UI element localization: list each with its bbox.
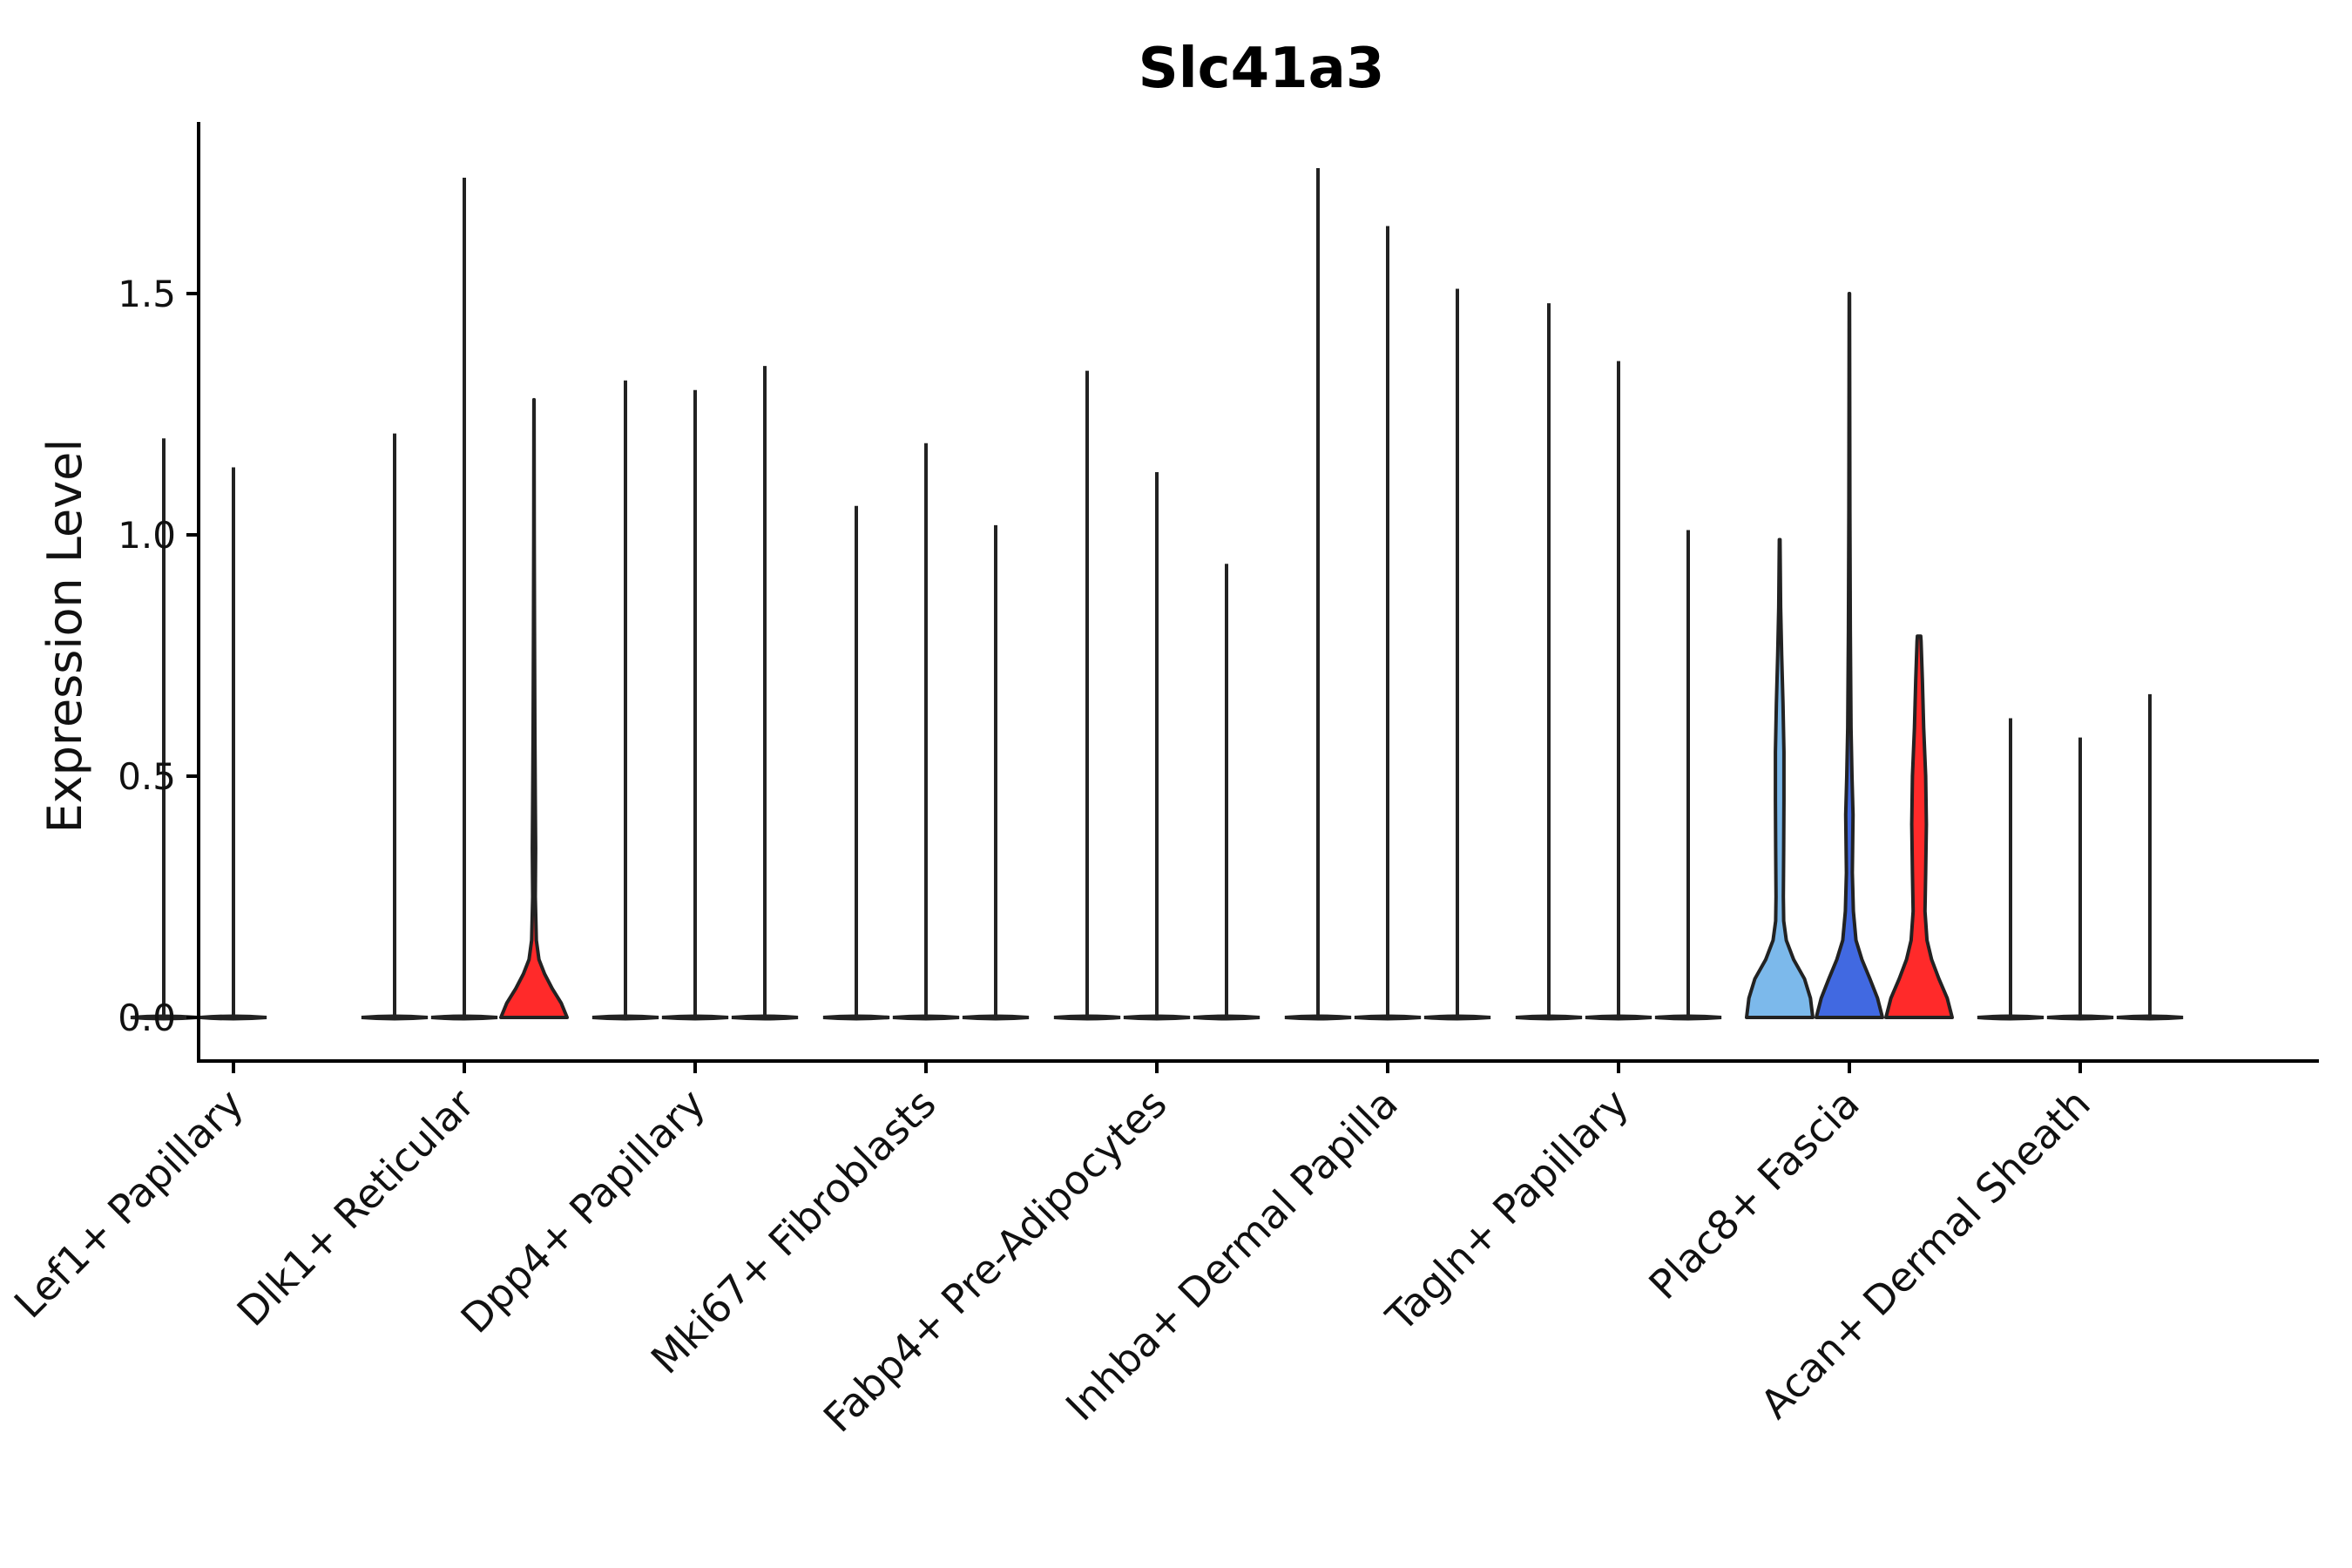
axes bbox=[197, 122, 2319, 1063]
violin-tagln-papillary-2-body bbox=[1585, 1014, 1652, 1021]
violin-acan-dermal-sheath-3-body bbox=[2116, 1014, 2184, 1021]
violin-plac8-fascia-2-body bbox=[1815, 292, 1884, 1019]
violin-dlk1-reticular-2 bbox=[430, 178, 498, 1021]
violin-mki67-fibroblasts-1-body bbox=[822, 1014, 890, 1021]
violin-dlk1-reticular-3 bbox=[499, 397, 569, 1019]
violin-inhba-dermal-papilla-3-body bbox=[1423, 1014, 1491, 1021]
x-tick-label: Tagln+ Papillary bbox=[1376, 1080, 1638, 1342]
y-tick-label: 1.0 bbox=[118, 514, 176, 557]
x-tick-label: Dpp4+ Papillary bbox=[452, 1080, 714, 1342]
violin-dpp4-papillary-1 bbox=[591, 380, 659, 1021]
violin-mki67-fibroblasts-1 bbox=[822, 505, 890, 1021]
violin-acan-dermal-sheath-2-body bbox=[2046, 1014, 2114, 1021]
violin-tagln-papillary-1-body bbox=[1515, 1014, 1583, 1021]
violin-tagln-papillary-3 bbox=[1654, 530, 1722, 1021]
violin-dlk1-reticular-2-body bbox=[430, 1014, 498, 1021]
y-axis-ticks: 0.0 0.5 1.0 1.5 bbox=[118, 273, 199, 1039]
violin-mki67-fibroblasts-2 bbox=[892, 443, 960, 1021]
violin-fabp4-pre-adipocytes-3-body bbox=[1193, 1014, 1260, 1021]
violin-dlk1-reticular-1 bbox=[361, 433, 429, 1021]
violin-plac8-fascia-1-body bbox=[1745, 537, 1815, 1019]
violin-dpp4-papillary-2-body bbox=[661, 1014, 729, 1021]
violin-lef1-papillary-2-body bbox=[199, 1014, 267, 1021]
violin-fabp4-pre-adipocytes-3 bbox=[1193, 564, 1260, 1021]
y-tick-label: 0.0 bbox=[118, 997, 176, 1039]
violin-fabp4-pre-adipocytes-1 bbox=[1053, 370, 1121, 1021]
violin-inhba-dermal-papilla-3 bbox=[1423, 288, 1491, 1021]
violin-inhba-dermal-papilla-2 bbox=[1354, 226, 1422, 1021]
violin-acan-dermal-sheath-1 bbox=[1977, 718, 2044, 1021]
violin-fabp4-pre-adipocytes-2 bbox=[1123, 471, 1191, 1021]
violin-marks bbox=[130, 167, 2184, 1021]
y-axis-label: Expression Level bbox=[37, 439, 92, 834]
violin-plac8-fascia-3 bbox=[1884, 634, 1954, 1019]
violin-inhba-dermal-papilla-1-body bbox=[1284, 1014, 1352, 1021]
violin-plac8-fascia-3-body bbox=[1884, 634, 1954, 1019]
violin-acan-dermal-sheath-3 bbox=[2116, 693, 2184, 1021]
violin-tagln-papillary-2 bbox=[1585, 361, 1652, 1021]
violin-dpp4-papillary-3-body bbox=[731, 1014, 799, 1021]
violin-inhba-dermal-papilla-1 bbox=[1284, 167, 1352, 1021]
violin-acan-dermal-sheath-2 bbox=[2046, 737, 2114, 1021]
violin-inhba-dermal-papilla-2-body bbox=[1354, 1014, 1422, 1021]
chart-title: Slc41a3 bbox=[1139, 37, 1385, 101]
violin-dpp4-papillary-2 bbox=[661, 389, 729, 1021]
violin-mki67-fibroblasts-3-body bbox=[962, 1014, 1030, 1021]
x-tick-label: Plac8+ Fascia bbox=[1639, 1080, 1868, 1308]
y-tick-label: 0.5 bbox=[118, 755, 176, 798]
violin-plac8-fascia-2 bbox=[1815, 292, 1884, 1019]
y-tick-label: 1.5 bbox=[118, 273, 176, 315]
violin-mki67-fibroblasts-2-body bbox=[892, 1014, 960, 1021]
violin-dlk1-reticular-1-body bbox=[361, 1014, 429, 1021]
violin-fabp4-pre-adipocytes-2-body bbox=[1123, 1014, 1191, 1021]
violin-dlk1-reticular-3-body bbox=[499, 397, 569, 1019]
x-tick-label: Lef1+ Papillary bbox=[5, 1080, 253, 1328]
violin-lef1-papillary-2 bbox=[199, 467, 267, 1021]
violin-fabp4-pre-adipocytes-1-body bbox=[1053, 1014, 1121, 1021]
violin-dpp4-papillary-1-body bbox=[591, 1014, 659, 1021]
violin-acan-dermal-sheath-1-body bbox=[1977, 1014, 2044, 1021]
violin-mki67-fibroblasts-3 bbox=[962, 524, 1030, 1021]
x-tick-label: Dlk1+ Reticular bbox=[228, 1080, 483, 1335]
violin-dpp4-papillary-3 bbox=[731, 366, 799, 1021]
violin-tagln-papillary-3-body bbox=[1654, 1014, 1722, 1021]
violin-tagln-papillary-1 bbox=[1515, 303, 1583, 1021]
violin-plac8-fascia-1 bbox=[1745, 537, 1815, 1019]
